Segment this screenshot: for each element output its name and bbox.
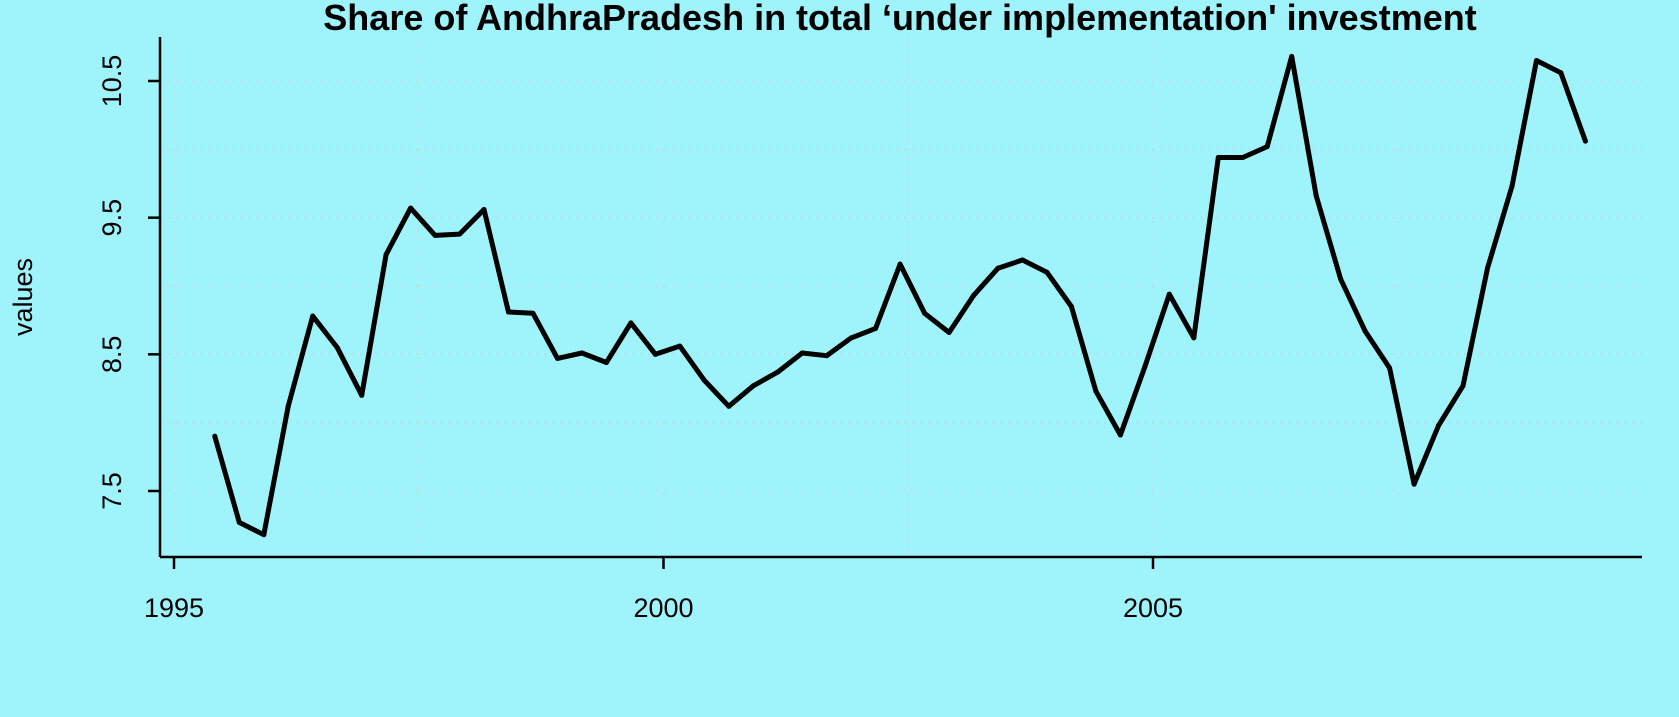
data-point [579,350,585,356]
data-point [432,232,438,238]
data-point [212,433,218,439]
data-point [334,345,340,350]
data-point [701,377,707,383]
data-point [383,252,389,258]
data-point [799,350,805,356]
chart-title: Share of AndhraPradesh in total ‘under i… [323,0,1476,38]
data-point [310,313,316,319]
x-tick-label: 2000 [633,593,693,623]
data-point [628,320,634,326]
data-point [506,309,511,315]
y-tick-label: 10.5 [97,55,127,108]
data-point [946,330,952,335]
data-point [1582,138,1588,144]
x-tick-label: 1995 [144,593,204,623]
data-point [1338,276,1344,282]
data-point [359,392,365,398]
y-tick-label: 7.5 [97,472,127,510]
data-point [457,231,463,237]
data-point [1313,193,1319,199]
data-point [971,293,976,299]
data-point [873,325,879,331]
data-point [995,265,1001,271]
data-point [1044,269,1050,275]
data-point [1289,53,1295,59]
data-point [1166,291,1172,297]
data-point [285,403,291,409]
x-axis-ticks: 1995 2000 2005 [144,557,1183,623]
data-point [1509,183,1515,189]
y-tick-label: 8.5 [97,336,127,374]
data-point [1558,70,1564,76]
data-point [897,261,903,267]
data-point [1460,383,1466,389]
data-point [1240,155,1246,160]
data-point [261,532,267,538]
data-point [750,383,756,389]
data-point [1534,58,1539,63]
data-point [1068,304,1074,309]
data-point [848,335,854,341]
data-point [677,343,683,349]
data-point [1142,364,1148,370]
data-point [824,353,830,359]
data-point [1215,155,1221,160]
data-point [1020,257,1025,263]
data-point [1387,365,1393,371]
data-point [481,207,487,212]
y-axis-ticks: 7.5 8.5 9.5 10.5 [97,55,160,510]
grid-layer [160,37,1642,557]
data-point [1436,422,1442,428]
data-point [1362,328,1368,334]
axis-layer [158,37,1642,559]
data-point [652,351,658,357]
y-axis-label: values [8,258,38,336]
series-layer [212,53,1588,538]
data-point [1411,481,1417,487]
data-point [726,403,732,409]
data-point [1117,432,1123,438]
data-point [530,310,536,316]
data-point [1485,265,1490,271]
data-point [555,355,560,361]
data-point [1191,335,1197,341]
series-line [212,53,1588,538]
data-point [408,205,414,211]
data-point [1264,144,1270,150]
x-tick-label: 2005 [1123,593,1183,623]
data-point [1093,388,1099,394]
y-tick-label: 9.5 [97,199,127,237]
data-point [236,519,242,525]
data-point [603,360,609,365]
data-point [922,310,928,316]
data-point [775,369,781,375]
